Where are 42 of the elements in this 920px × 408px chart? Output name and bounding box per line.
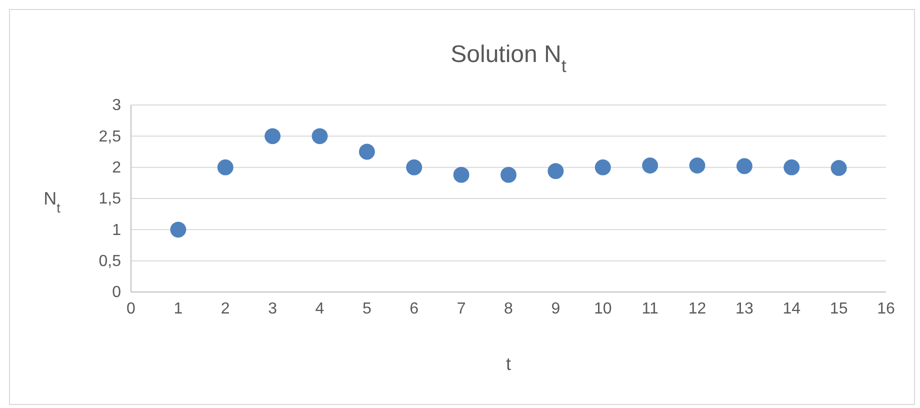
point bbox=[500, 166, 516, 183]
x-tick-label: 10 bbox=[594, 300, 612, 318]
y-tick-label: 0,5 bbox=[98, 252, 122, 270]
x-tick-label: 2 bbox=[220, 300, 230, 318]
point bbox=[312, 128, 328, 144]
point bbox=[217, 159, 234, 176]
x-tick-label: 9 bbox=[551, 300, 560, 318]
y-tick-label: 2,5 bbox=[98, 128, 122, 146]
point bbox=[830, 160, 847, 176]
x-tick-label: 0 bbox=[126, 300, 136, 318]
x-tick-label: 7 bbox=[456, 300, 466, 318]
x-tick-label: 6 bbox=[410, 300, 419, 318]
x-tick-label: 11 bbox=[642, 300, 658, 318]
point bbox=[736, 158, 752, 174]
chart-title: Solution N$_{t}$ bbox=[450, 41, 566, 76]
point bbox=[642, 158, 658, 174]
y-tick-label: 1 bbox=[112, 222, 122, 239]
x-tick-label: 3 bbox=[268, 300, 278, 318]
point bbox=[358, 144, 375, 160]
x-tick-label: 4 bbox=[315, 300, 324, 318]
x-tick-label: 8 bbox=[504, 300, 514, 318]
y-tick-label: 1,5 bbox=[98, 190, 122, 208]
y-axis-title: N$_{t}$ bbox=[44, 188, 61, 215]
y-tick-label: 2 bbox=[112, 159, 122, 176]
x-tick-label: 5 bbox=[362, 300, 372, 318]
point bbox=[264, 128, 281, 144]
x-tick-label: 16 bbox=[877, 300, 895, 318]
point bbox=[548, 163, 564, 180]
x-tick-label: 14 bbox=[782, 300, 801, 318]
point bbox=[784, 159, 800, 176]
x-tick-label: 1 bbox=[174, 300, 183, 318]
point bbox=[453, 166, 470, 183]
point bbox=[170, 222, 186, 238]
y-tick-label: 3 bbox=[112, 97, 122, 114]
point bbox=[689, 158, 706, 174]
point bbox=[406, 159, 422, 176]
point bbox=[594, 159, 611, 176]
x-tick-label: 15 bbox=[830, 300, 848, 318]
x-tick-label: 12 bbox=[688, 300, 706, 318]
y-tick-label: 0 bbox=[112, 284, 122, 302]
x-tick-label: 13 bbox=[736, 300, 754, 318]
x-axis-title: t bbox=[506, 354, 512, 374]
